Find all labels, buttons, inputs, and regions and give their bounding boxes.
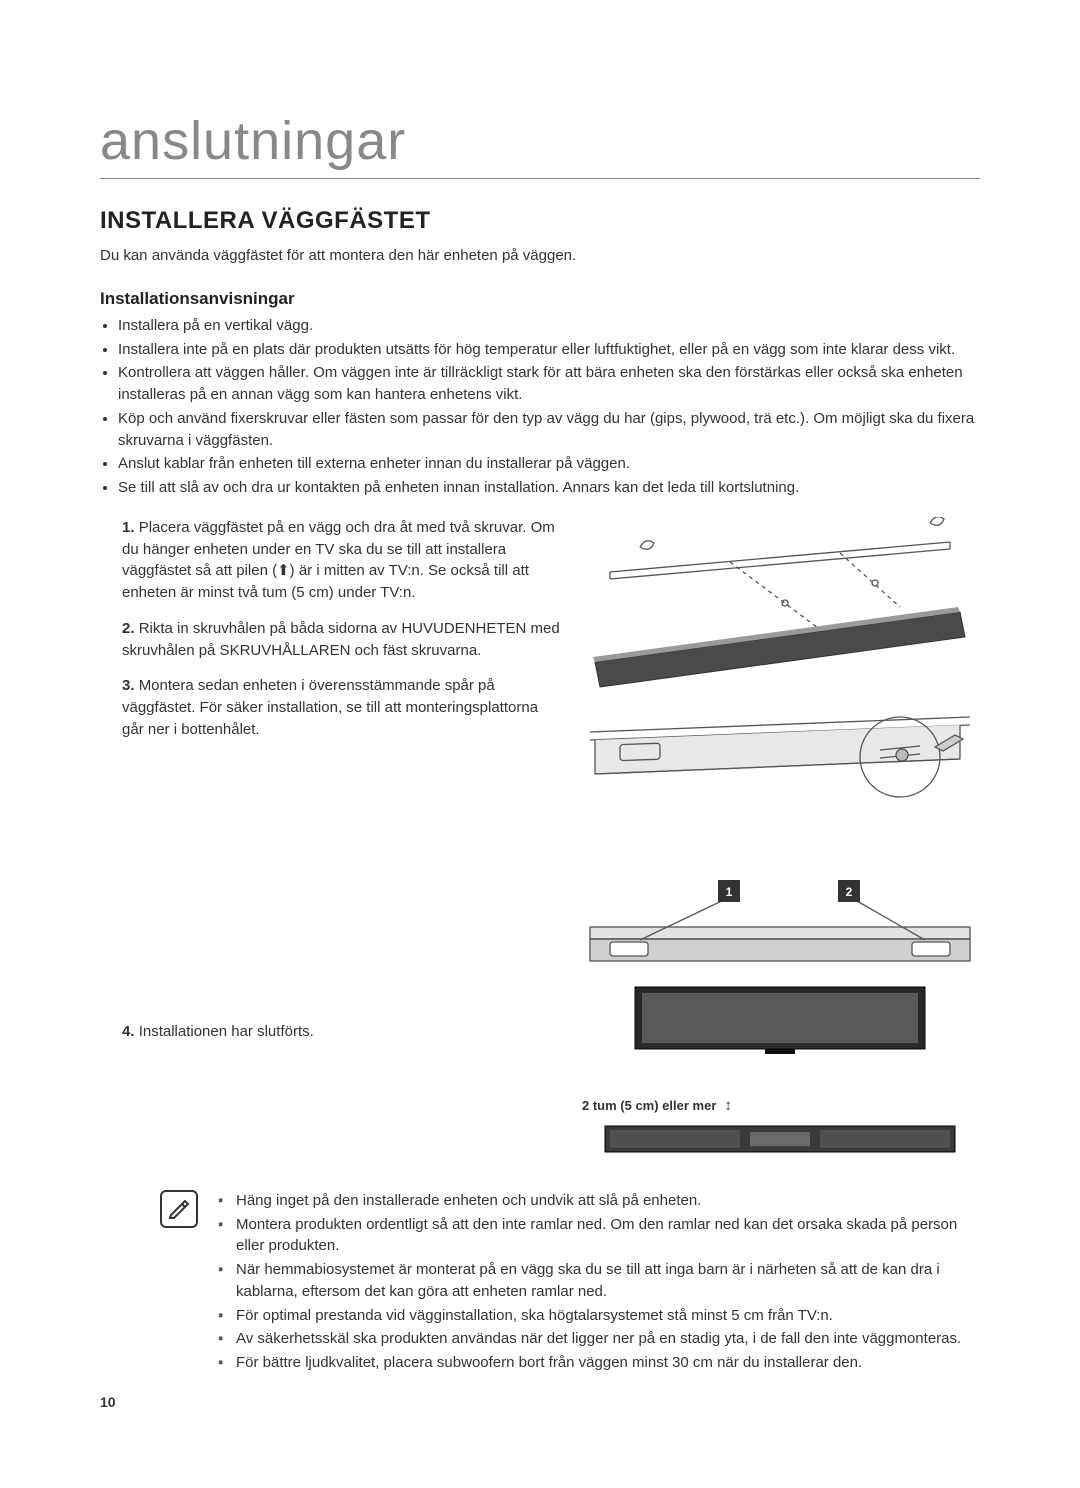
- step-item: 3. Montera sedan enheten i överensstämma…: [122, 675, 560, 740]
- bullet-item: Anslut kablar från enheten till externa …: [118, 453, 980, 475]
- instruction-bullets: Installera på en vertikal vägg. Installe…: [100, 315, 980, 499]
- bullet-item: Se till att slå av och dra ur kontakten …: [118, 477, 980, 499]
- bullet-item: Installera inte på en plats där produkte…: [118, 339, 980, 361]
- notes-block: Häng inget på den installerade enheten o…: [160, 1190, 980, 1376]
- steps-column: 1. Placera väggfästet på en vägg och dra…: [100, 517, 560, 1170]
- note-item: Häng inget på den installerade enheten o…: [232, 1190, 980, 1212]
- note-item: När hemmabiosystemet är monterat på en v…: [232, 1259, 980, 1303]
- note-item: Av säkerhetsskäl ska produkten användas …: [232, 1328, 980, 1350]
- note-item: För optimal prestanda vid vägginstallati…: [232, 1305, 980, 1327]
- note-item: Montera produkten ordentligt så att den …: [232, 1214, 980, 1258]
- figure-label-2: 2: [846, 885, 853, 899]
- bullet-item: Installera på en vertikal vägg.: [118, 315, 980, 337]
- figure-label-1: 1: [726, 885, 733, 899]
- step-item: 4. Installationen har slutförts.: [122, 1021, 560, 1043]
- chapter-title: anslutningar: [100, 110, 980, 179]
- spacing-caption: 2 tum (5 cm) eller mer ↕: [582, 1097, 980, 1114]
- figure-bracket-front: 1 2: [580, 862, 980, 972]
- note-item: För bättre ljudkvalitet, placera subwoof…: [232, 1352, 980, 1374]
- instructions-heading: Installationsanvisningar: [100, 289, 980, 309]
- notes-list: Häng inget på den installerade enheten o…: [214, 1190, 980, 1376]
- figure-soundbar-front: [580, 1120, 980, 1160]
- page-number: 10: [100, 1394, 980, 1410]
- manual-page: anslutningar INSTALLERA VÄGGFÄSTET Du ka…: [0, 0, 1080, 1470]
- figure-screw-holder: [580, 702, 980, 852]
- bullet-item: Köp och använd fixerskruvar eller fästen…: [118, 408, 980, 452]
- step-text: Rikta in skruvhålen på båda sidorna av H…: [122, 620, 560, 659]
- intro-text: Du kan använda väggfästet för att monter…: [100, 245, 980, 267]
- step-item: 1. Placera väggfästet på en vägg och dra…: [122, 517, 560, 604]
- bullet-item: Kontrollera att väggen håller. Om väggen…: [118, 362, 980, 406]
- step-text: Placera väggfästet på en vägg och dra åt…: [122, 519, 555, 601]
- step-text: Montera sedan enheten i överensstämmande…: [122, 677, 538, 738]
- caption-text: 2 tum (5 cm) eller mer: [582, 1098, 716, 1113]
- figure-bracket-angled: [580, 517, 980, 692]
- step-text: Installationen har slutförts.: [139, 1023, 314, 1040]
- updown-arrow-icon: ↕: [724, 1097, 732, 1114]
- figure-tv-spacing: [580, 982, 980, 1087]
- note-icon: [160, 1190, 198, 1228]
- section-title: INSTALLERA VÄGGFÄSTET: [100, 207, 980, 235]
- numbered-steps: 1. Placera väggfästet på en vägg och dra…: [100, 517, 560, 1043]
- step-item: 2. Rikta in skruvhålen på båda sidorna a…: [122, 618, 560, 662]
- steps-and-figures: 1. Placera väggfästet på en vägg och dra…: [100, 517, 980, 1170]
- figures-column: 1 2 2 tum (5 cm) eller mer ↕: [580, 517, 980, 1170]
